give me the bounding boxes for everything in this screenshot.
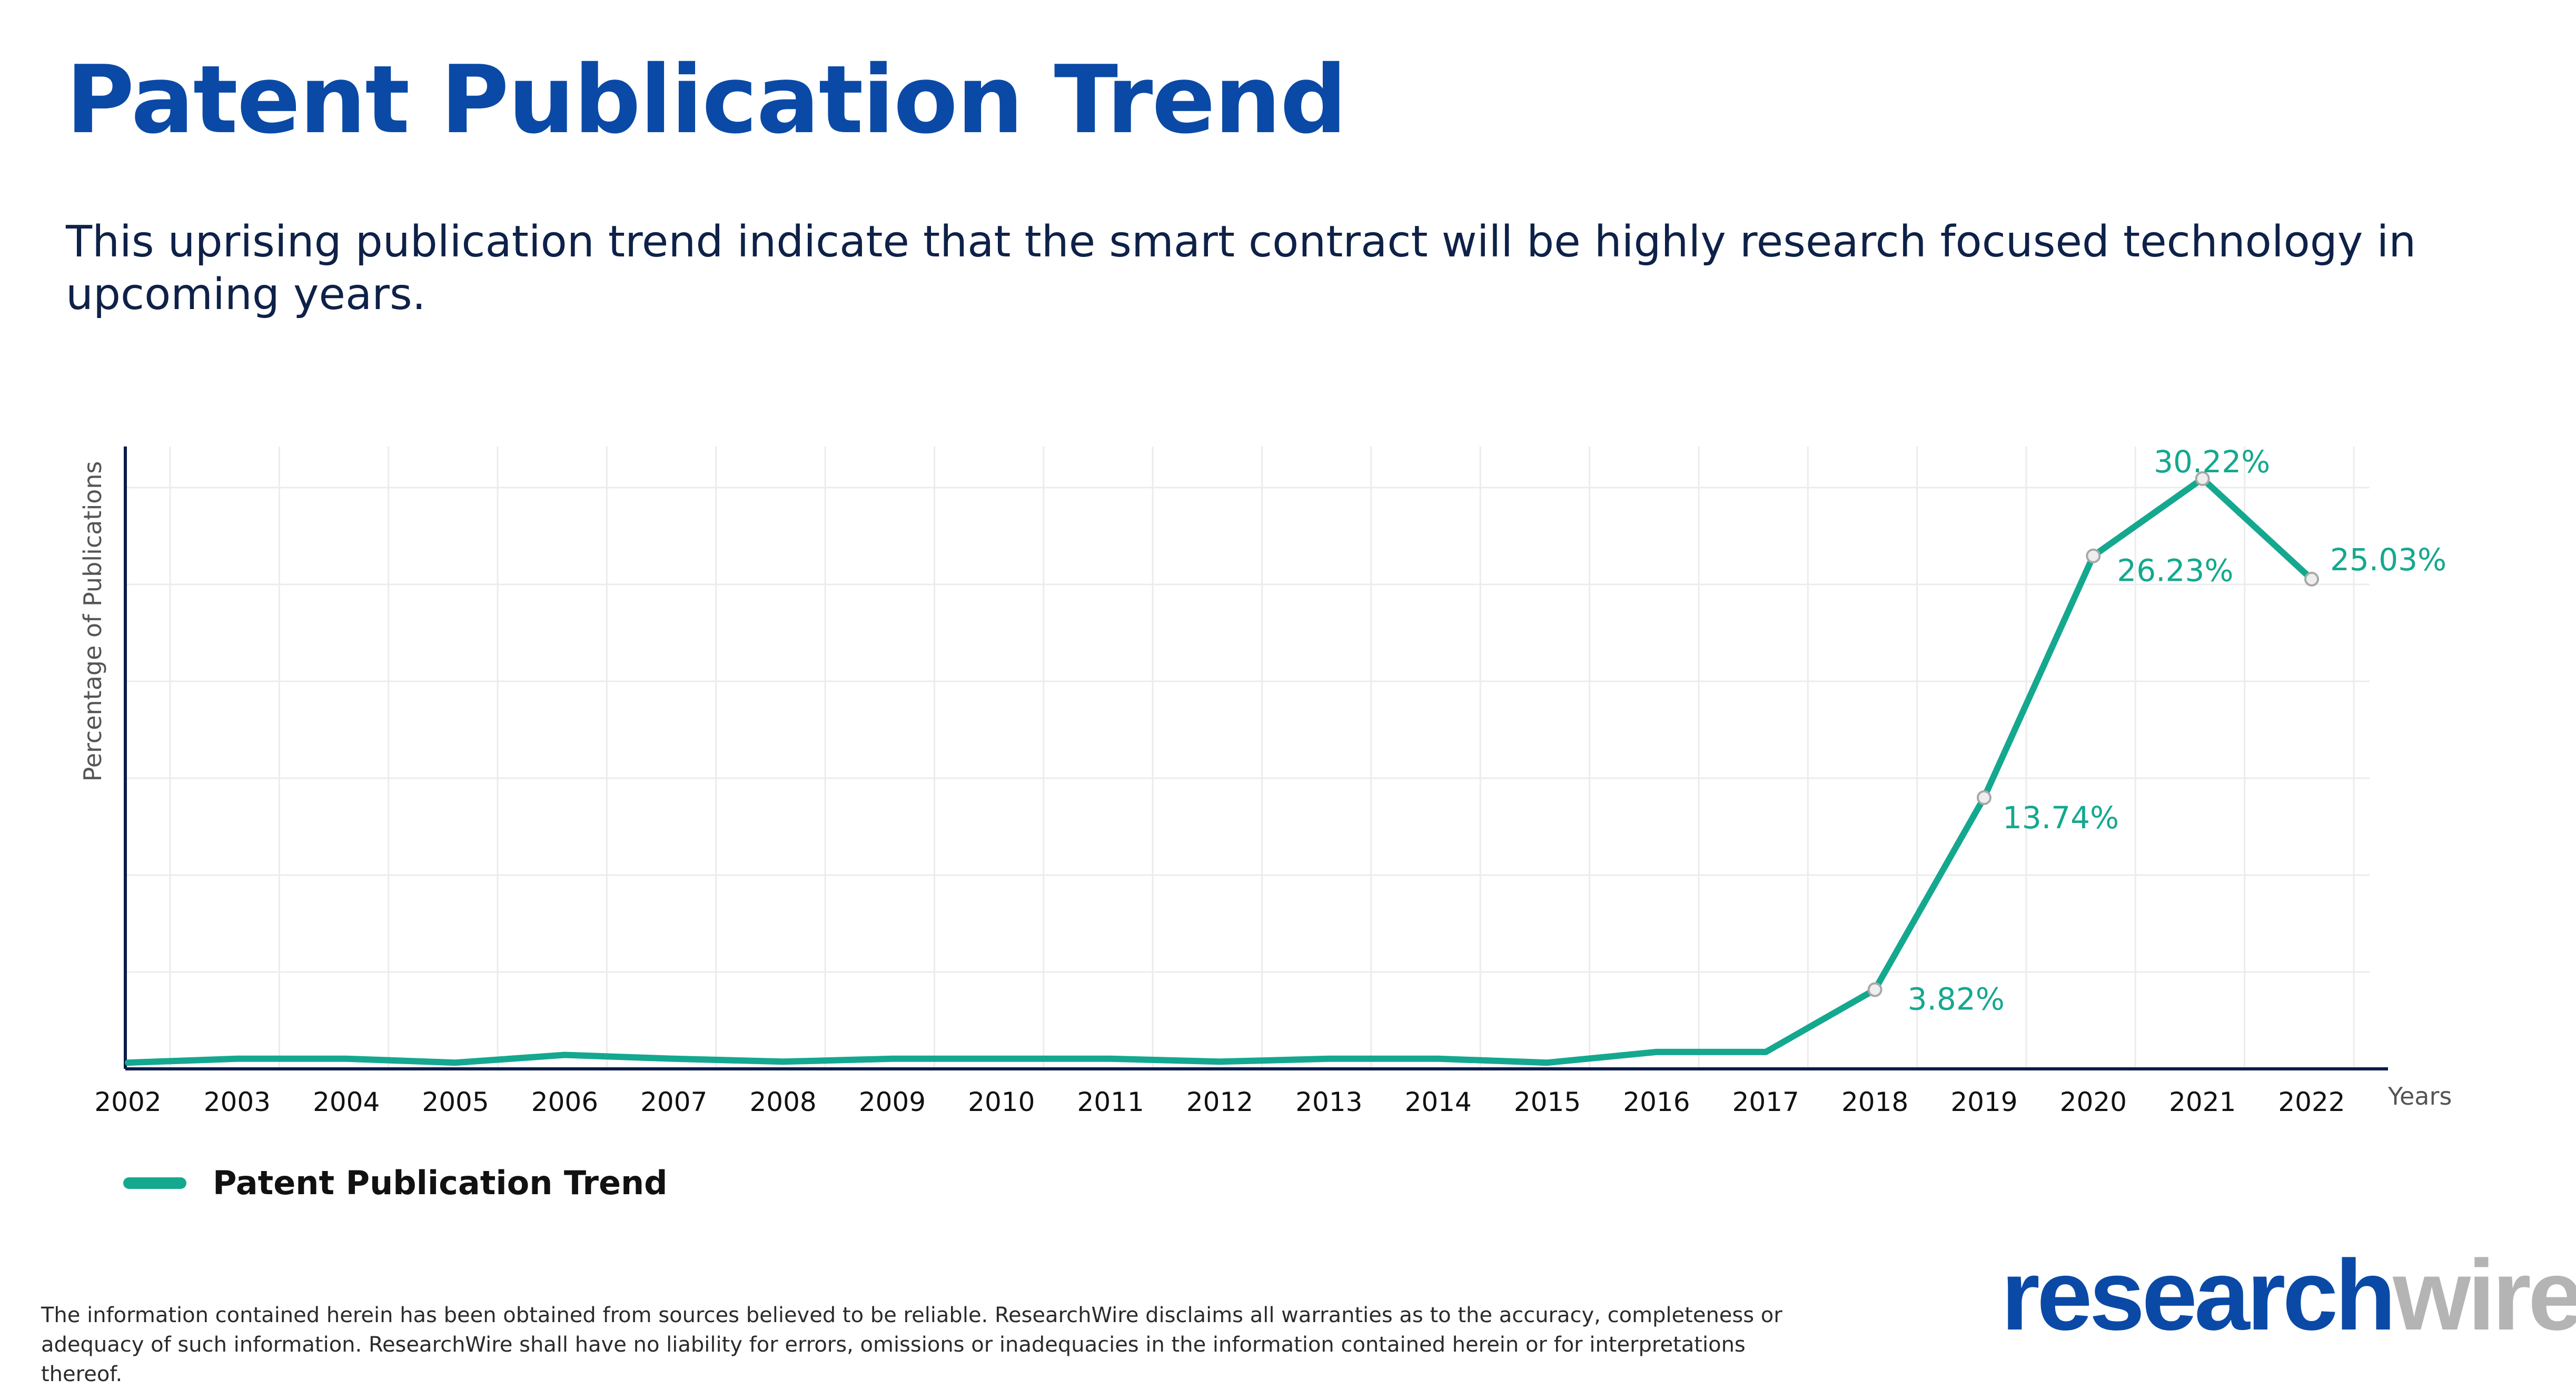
x-tick-label: 2011 — [1077, 1087, 1144, 1117]
x-tick-label: 2007 — [640, 1087, 707, 1117]
data-point-marker — [2087, 550, 2099, 562]
x-tick-label: 2009 — [859, 1087, 926, 1117]
chart-legend: Patent Publication Trend — [123, 1164, 668, 1202]
x-tick-label: 2012 — [1186, 1087, 1253, 1117]
y-axis-label: Percentage of Publications — [78, 461, 107, 782]
x-tick-label: 2003 — [204, 1087, 271, 1117]
x-tick-label: 2015 — [1514, 1087, 1581, 1117]
data-label: 13.74% — [2003, 800, 2119, 836]
data-label: 30.22% — [2154, 444, 2270, 480]
legend-swatch — [123, 1177, 186, 1189]
x-tick-label: 2004 — [313, 1087, 380, 1117]
disclaimer-line-2: adequacy of such information. ResearchWi… — [41, 1333, 1746, 1386]
x-tick-label: 2008 — [749, 1087, 816, 1117]
x-tick-label: 2005 — [422, 1087, 489, 1117]
data-point-marker — [2305, 573, 2318, 586]
x-tick-label: 2006 — [531, 1087, 598, 1117]
x-tick-label: 2014 — [1405, 1087, 1472, 1117]
x-tick-label: 2017 — [1732, 1087, 1799, 1117]
disclaimer-line-1: The information contained herein has bee… — [41, 1303, 1782, 1327]
researchwire-logo: researchwire — [2001, 1245, 2576, 1345]
data-label: 26.23% — [2117, 553, 2233, 589]
x-tick-label: 2013 — [1295, 1087, 1362, 1117]
x-tick-label: 2021 — [2169, 1087, 2236, 1117]
disclaimer: The information contained herein has bee… — [41, 1301, 1831, 1389]
data-label: 25.03% — [2330, 542, 2446, 578]
data-label: 3.82% — [1908, 981, 2005, 1017]
series-line — [128, 479, 2312, 1063]
data-point-marker — [1978, 791, 1990, 804]
x-tick-label: 2018 — [1841, 1087, 1908, 1117]
logo-part-research: research — [2001, 1239, 2393, 1351]
x-tick-label: 2022 — [2278, 1087, 2345, 1117]
x-axis-label: Years — [2387, 1082, 2452, 1110]
x-tick-label: 2010 — [968, 1087, 1035, 1117]
x-tick-label: 2016 — [1623, 1087, 1690, 1117]
logo-part-wire: wire — [2393, 1239, 2576, 1351]
x-tick-label: 2019 — [1950, 1087, 2017, 1117]
data-point-marker — [1869, 984, 1881, 996]
x-tick-label: 2020 — [2060, 1087, 2127, 1117]
x-tick-label: 2002 — [94, 1087, 161, 1117]
legend-label: Patent Publication Trend — [213, 1164, 668, 1202]
